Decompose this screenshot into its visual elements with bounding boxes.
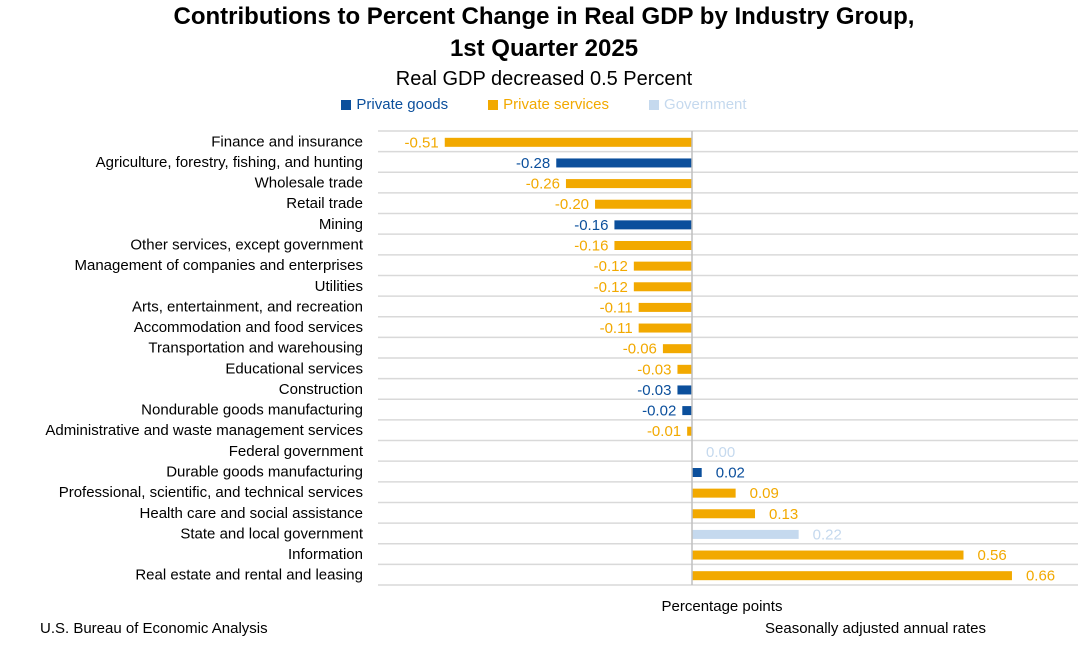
data-label: -0.03	[637, 361, 671, 378]
data-label: -0.03	[637, 382, 671, 399]
data-label: -0.28	[516, 155, 550, 172]
category-label: Other services, except government	[130, 237, 363, 254]
bar	[556, 158, 692, 168]
category-label: Wholesale trade	[255, 175, 363, 192]
x-axis-label: Percentage points	[661, 598, 783, 615]
bar	[633, 282, 692, 292]
legend-swatch-private-services	[488, 99, 499, 110]
bar	[633, 261, 692, 271]
legend-label-government: Government	[664, 96, 747, 113]
data-label: 0.02	[716, 465, 745, 482]
category-label: Federal government	[229, 443, 364, 460]
data-label: 0.66	[1026, 568, 1055, 585]
bar	[677, 385, 692, 395]
rates-note: Seasonally adjusted annual rates	[765, 620, 986, 637]
data-label: -0.20	[555, 196, 589, 213]
bar	[692, 468, 702, 477]
data-label: -0.01	[647, 423, 681, 440]
data-label: 0.13	[769, 506, 798, 523]
data-label: -0.12	[594, 258, 628, 275]
data-label: -0.16	[574, 238, 608, 255]
category-label: Finance and insurance	[211, 133, 363, 150]
data-label: -0.06	[623, 341, 657, 358]
category-label: Health care and social assistance	[140, 505, 363, 522]
bar	[682, 406, 692, 416]
chart-title-line2: 1st Quarter 2025	[449, 35, 639, 62]
data-label: -0.02	[642, 403, 676, 420]
category-label: Mining	[319, 216, 363, 233]
data-label: 0.00	[706, 444, 735, 461]
category-label: Arts, entertainment, and recreation	[132, 298, 363, 315]
legend-swatch-private-goods	[341, 99, 352, 110]
legend-item-government: Government	[649, 96, 747, 113]
legend-item-private-goods: Private goods	[341, 96, 448, 113]
bar	[692, 488, 736, 498]
chart-title: Contributions to Percent Change in Real …	[173, 3, 915, 30]
bar	[692, 529, 799, 539]
category-label: Retail trade	[286, 195, 363, 212]
category-label: Information	[288, 546, 363, 563]
bar	[662, 344, 692, 354]
bar	[692, 550, 964, 560]
bar	[614, 241, 692, 250]
category-label: Administrative and waste management serv…	[45, 422, 363, 439]
bar	[595, 199, 692, 209]
category-label: Accommodation and food services	[134, 319, 363, 336]
bar	[692, 509, 756, 519]
legend-swatch-government	[649, 99, 660, 110]
legend-label-private-services: Private services	[503, 96, 610, 113]
bar	[638, 302, 692, 312]
data-label: -0.12	[594, 279, 628, 296]
category-label: Utilities	[315, 278, 363, 295]
bar	[444, 137, 692, 147]
bar	[638, 323, 692, 333]
bar	[687, 426, 692, 436]
data-label: -0.11	[600, 320, 633, 337]
category-label: Nondurable goods manufacturing	[141, 402, 363, 419]
data-label: -0.16	[574, 217, 608, 234]
data-label: 0.22	[813, 526, 842, 543]
category-label: Management of companies and enterprises	[74, 257, 363, 274]
legend-label-private-goods: Private goods	[356, 96, 449, 113]
data-label: -0.51	[405, 134, 439, 151]
legend: Private goods Private services Governmen…	[0, 96, 1088, 113]
category-label: Real estate and rental and leasing	[135, 567, 363, 584]
category-label: Educational services	[225, 360, 363, 377]
category-label: Transportation and warehousing	[148, 340, 363, 357]
data-label: -0.11	[600, 299, 633, 316]
bar	[565, 179, 692, 189]
source-note: U.S. Bureau of Economic Analysis	[40, 620, 268, 637]
chart-subtitle: Real GDP decreased 0.5 Percent	[395, 68, 693, 90]
category-label: Professional, scientific, and technical …	[59, 484, 363, 501]
bar	[677, 364, 692, 374]
data-label: 0.56	[977, 547, 1006, 564]
category-label: Durable goods manufacturing	[166, 464, 363, 481]
bar	[692, 571, 1012, 581]
category-label: State and local government	[180, 525, 363, 542]
data-label: 0.09	[750, 485, 779, 502]
data-label: -0.26	[526, 176, 560, 193]
legend-item-private-services: Private services	[488, 96, 609, 113]
category-label: Agriculture, forestry, fishing, and hunt…	[96, 154, 363, 171]
category-label: Construction	[279, 381, 363, 398]
bar	[614, 220, 692, 230]
